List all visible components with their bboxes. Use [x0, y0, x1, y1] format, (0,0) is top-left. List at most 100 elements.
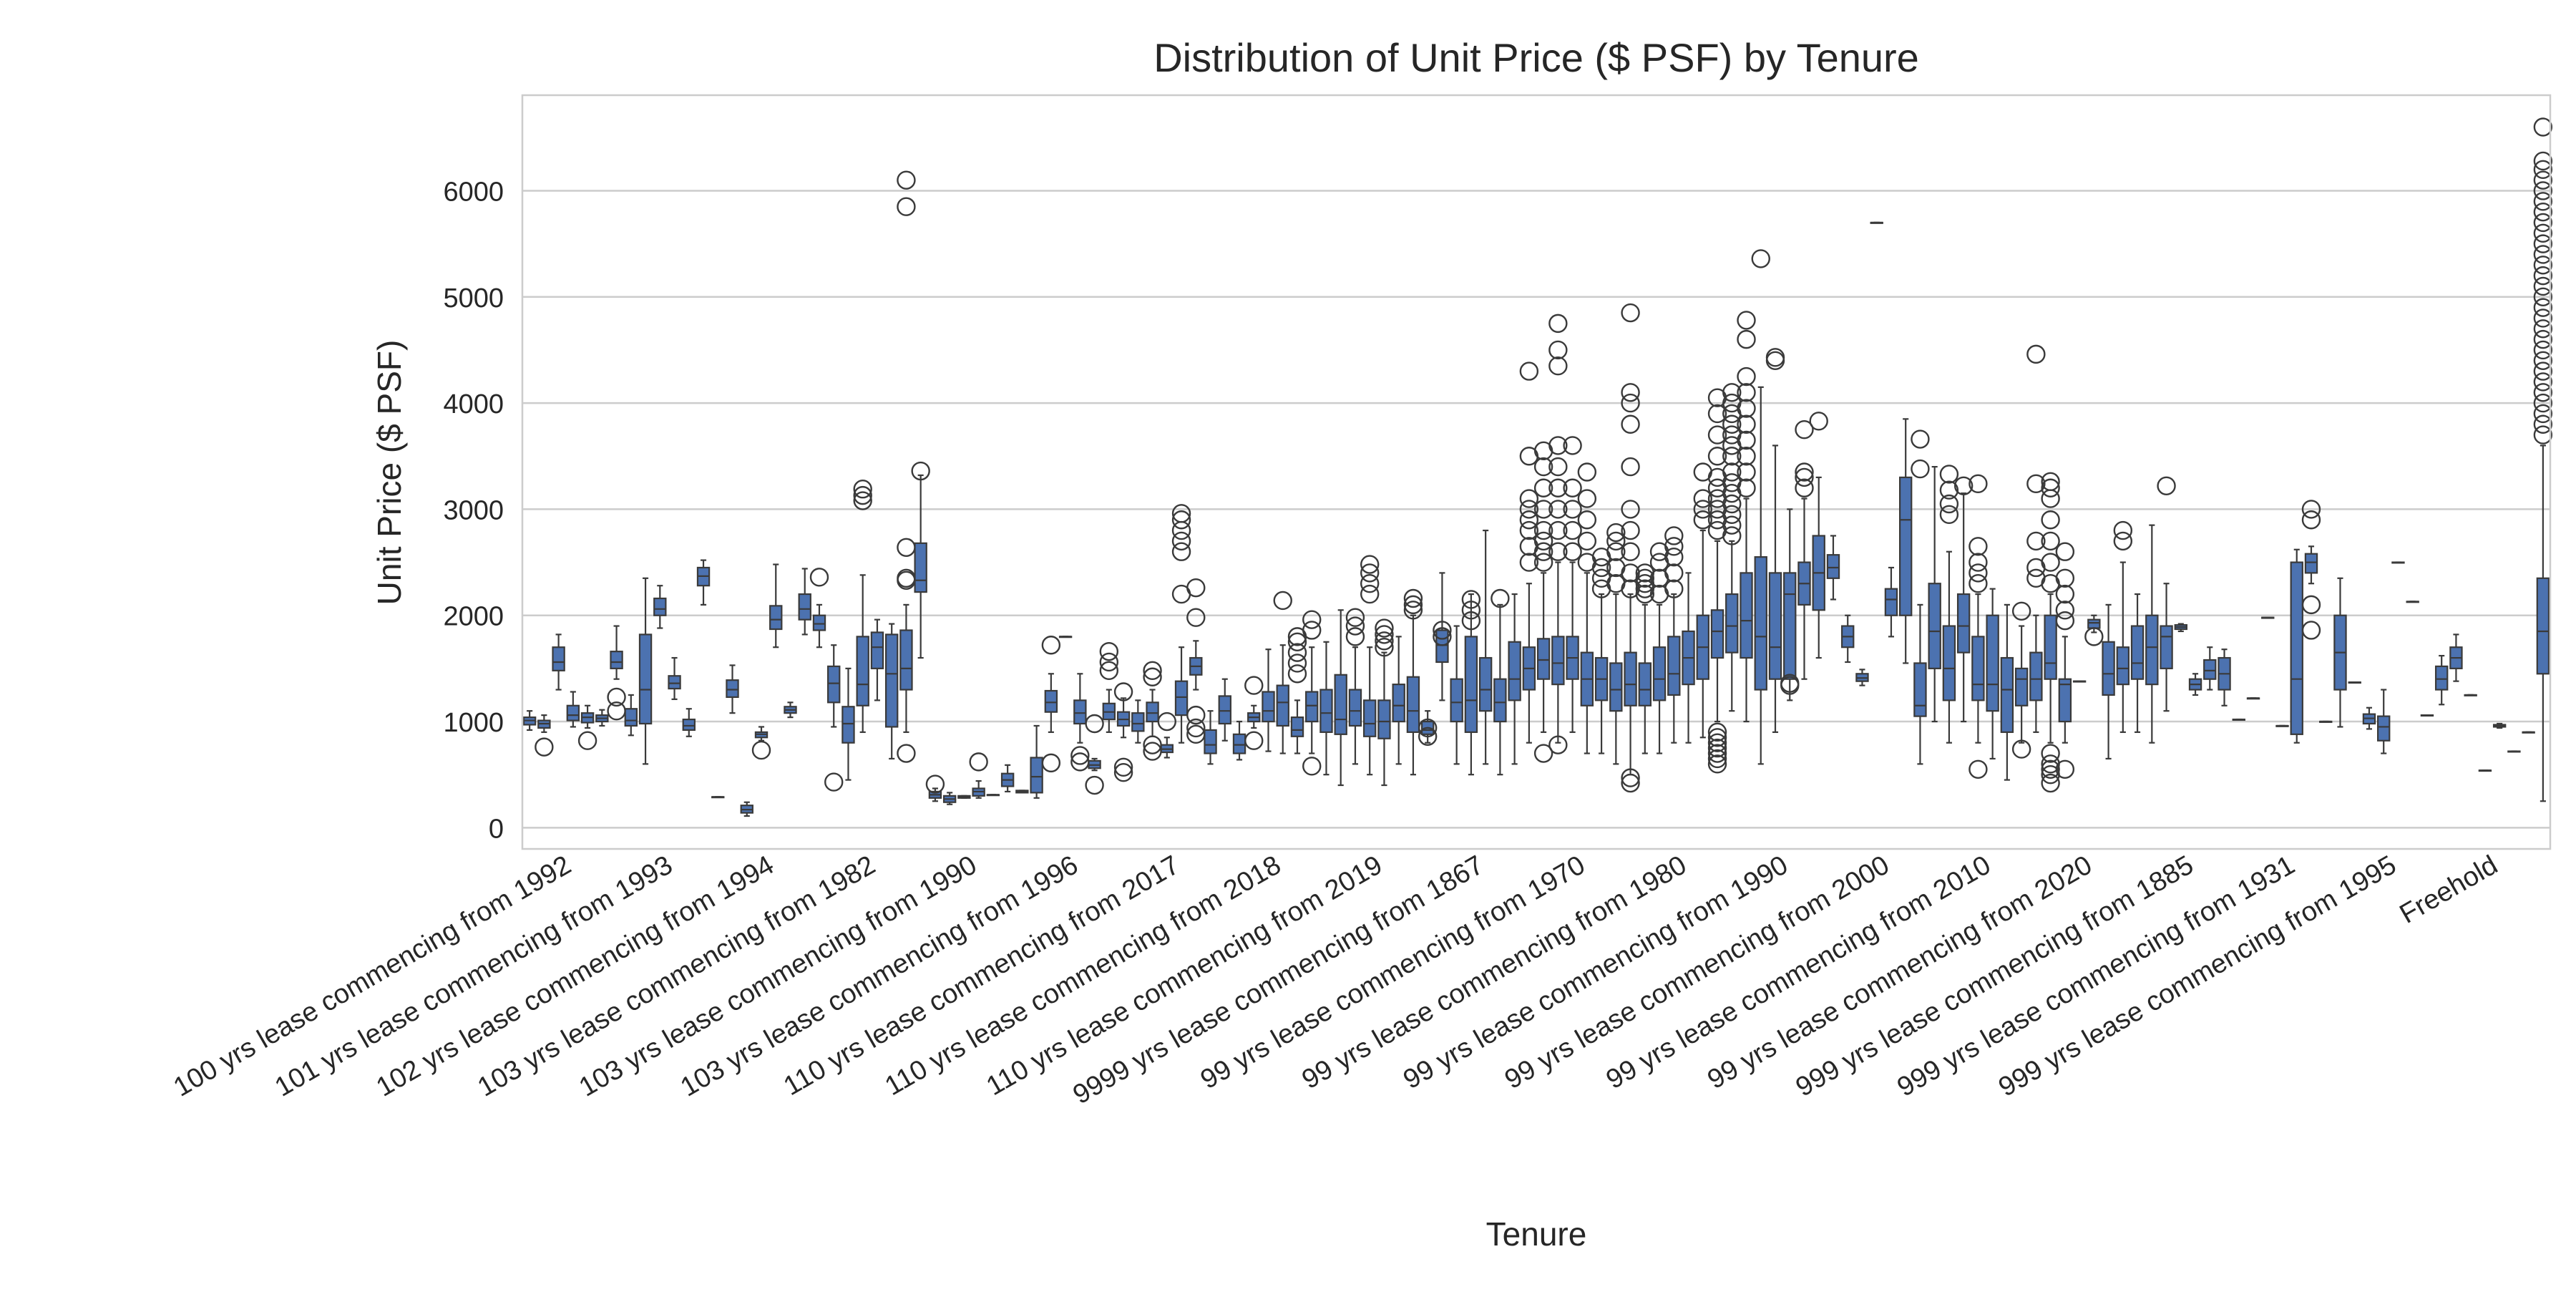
box-iqr — [870, 631, 884, 669]
box-iqr — [1305, 691, 1319, 723]
box-iqr — [812, 614, 826, 631]
box-iqr — [2536, 577, 2550, 675]
box-iqr — [1624, 651, 1637, 706]
outlier-point — [1099, 641, 1119, 661]
outlier-point — [1287, 632, 1307, 651]
outlier-point — [1041, 636, 1061, 655]
box-plot — [1392, 636, 1405, 765]
outlier-point — [1780, 674, 1800, 693]
outlier-point — [2533, 329, 2553, 349]
outlier-point — [2533, 414, 2553, 434]
outlier-point — [1099, 652, 1119, 672]
outlier-point — [2055, 611, 2075, 631]
outlier-point — [1433, 621, 1452, 640]
outlier-point — [535, 737, 554, 757]
box-iqr — [1898, 476, 1913, 616]
outlier-point — [2533, 372, 2553, 392]
outlier-point — [853, 491, 872, 510]
outlier-point — [1939, 494, 1959, 514]
box-iqr — [1609, 662, 1623, 712]
outlier-point — [1519, 489, 1539, 508]
box-iqr — [1464, 636, 1478, 733]
outlier-point — [1244, 731, 1264, 750]
box-plot — [1737, 311, 1756, 723]
outlier-point — [1737, 430, 1756, 450]
outlier-point — [1737, 462, 1756, 482]
outlier-point — [1143, 667, 1162, 686]
outlier-point — [1621, 768, 1640, 787]
box-plot — [1157, 711, 1177, 759]
box-plot — [1143, 661, 1162, 761]
box-plot — [2362, 706, 2376, 730]
outlier-point — [853, 480, 872, 499]
box-plot — [522, 710, 537, 731]
outlier-point — [2533, 425, 2553, 445]
box-plot — [1911, 429, 1930, 765]
box-plot — [1809, 412, 1828, 659]
box-iqr — [1971, 636, 1985, 701]
box-iqr — [2029, 651, 2043, 701]
y-tick-label: 6000 — [443, 177, 504, 207]
outlier-point — [1911, 429, 1930, 449]
box-iqr — [2203, 659, 2217, 680]
box-plot — [2203, 646, 2217, 691]
box-plot — [1664, 526, 1684, 744]
box-iqr — [610, 651, 623, 669]
chart-title: Distribution of Unit Price ($ PSF) by Te… — [1153, 35, 1919, 80]
box-plot — [942, 792, 957, 805]
outlier-point — [1519, 361, 1539, 381]
box-iqr — [1928, 583, 1941, 669]
box-iqr — [1363, 699, 1377, 737]
outlier-point — [2533, 404, 2553, 424]
outlier-point — [1621, 414, 1640, 434]
box-plot — [1403, 588, 1423, 776]
box-iqr — [1044, 689, 1058, 713]
outlier-point — [1563, 520, 1582, 540]
box-plot — [1085, 714, 1104, 795]
outlier-point — [1186, 718, 1206, 738]
outlier-point — [1968, 537, 1988, 556]
box-plot — [2434, 654, 2449, 706]
outlier-point — [1707, 425, 1727, 445]
box-plot — [2533, 117, 2553, 802]
outlier-point — [1968, 563, 1988, 583]
outlier-point — [1491, 588, 1510, 608]
box-iqr — [1276, 684, 1289, 727]
box-iqr — [1884, 588, 1898, 616]
outlier-point — [1722, 515, 1742, 535]
x-axis-label: Tenure — [1486, 1215, 1587, 1253]
outlier-point — [1953, 476, 1974, 495]
box-iqr — [798, 593, 811, 621]
box-plot — [824, 644, 844, 792]
outlier-point — [1737, 478, 1756, 497]
box-iqr — [2130, 625, 2145, 680]
box-iqr — [1348, 689, 1362, 727]
outlier-point — [2533, 181, 2553, 200]
outlier-point — [1722, 414, 1742, 434]
outlier-point — [2055, 568, 2075, 588]
outlier-point — [2041, 478, 2060, 497]
box-plot — [1375, 618, 1394, 787]
outlier-point — [2533, 192, 2553, 211]
box-iqr — [726, 679, 739, 699]
outlier-point — [1591, 558, 1611, 578]
box-plot — [2145, 524, 2159, 744]
outlier-point — [1664, 547, 1684, 567]
box-plot — [2275, 724, 2289, 727]
box-iqr — [769, 605, 783, 631]
box-plot — [1015, 790, 1029, 794]
outlier-point — [1911, 459, 1930, 479]
outlier-point — [2041, 553, 2060, 572]
y-tick-label: 5000 — [443, 283, 504, 314]
outlier-point — [1533, 520, 1553, 540]
box-plot — [2000, 603, 2014, 781]
outlier-point — [2533, 393, 2553, 413]
outlier-point — [1737, 366, 1756, 387]
box-plot — [1041, 636, 1061, 773]
box-iqr — [1783, 572, 1797, 680]
outlier-point — [1606, 523, 1626, 543]
outlier-point — [1722, 494, 1742, 514]
box-plot — [1707, 388, 1727, 774]
outlier-point — [1302, 610, 1322, 629]
outlier-point — [1577, 489, 1597, 508]
